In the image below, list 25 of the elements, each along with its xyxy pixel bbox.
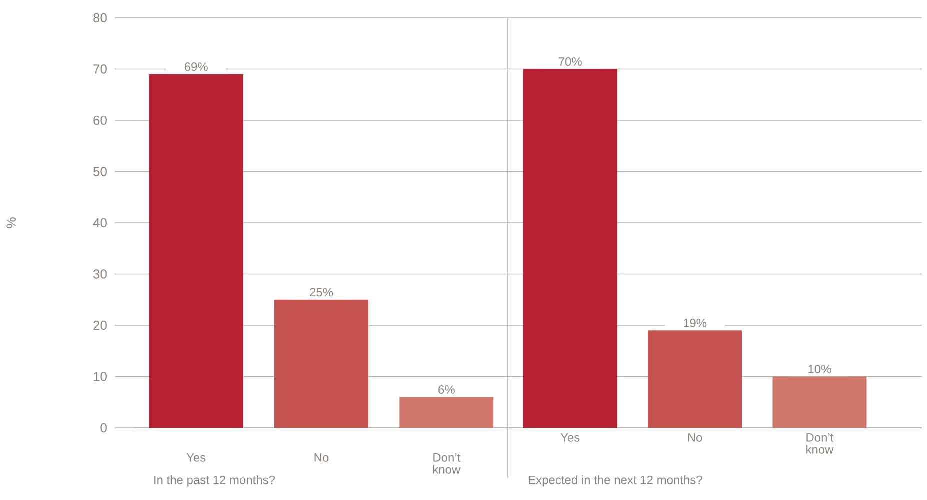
x-tick-label: No — [314, 454, 329, 462]
data-label: 10% — [808, 365, 832, 374]
data-label: 19% — [684, 318, 707, 328]
x-tick-label: Yes — [186, 454, 206, 462]
bar — [274, 300, 369, 428]
y-tick-label: 60 — [94, 116, 107, 126]
y-axis-title: % — [6, 218, 16, 228]
x-axis-title: Expected in the next 12 months? — [529, 476, 702, 487]
y-tick-label: 30 — [94, 270, 107, 279]
data-label: 25% — [310, 288, 334, 297]
x-tick-label: Yes — [560, 434, 580, 442]
x-tick-label: No — [688, 434, 702, 442]
y-tick-label: 70 — [94, 64, 107, 74]
y-tick-label: 50 — [94, 167, 107, 176]
x-tick-label: Don’t know — [806, 434, 834, 454]
data-label: 70% — [558, 58, 582, 66]
y-tick-label: 40 — [93, 218, 107, 228]
y-tick-label: 20 — [94, 320, 107, 330]
x-tick-label: Don’t know — [433, 454, 461, 474]
y-tick-label: 0 — [100, 423, 107, 433]
y-tick-label: 80 — [94, 13, 107, 23]
x-axis-title: In the past 12 months? — [154, 476, 276, 487]
data-label: 69% — [184, 62, 208, 72]
y-tick-label: 10 — [94, 372, 107, 382]
data-label: 6% — [438, 386, 455, 394]
